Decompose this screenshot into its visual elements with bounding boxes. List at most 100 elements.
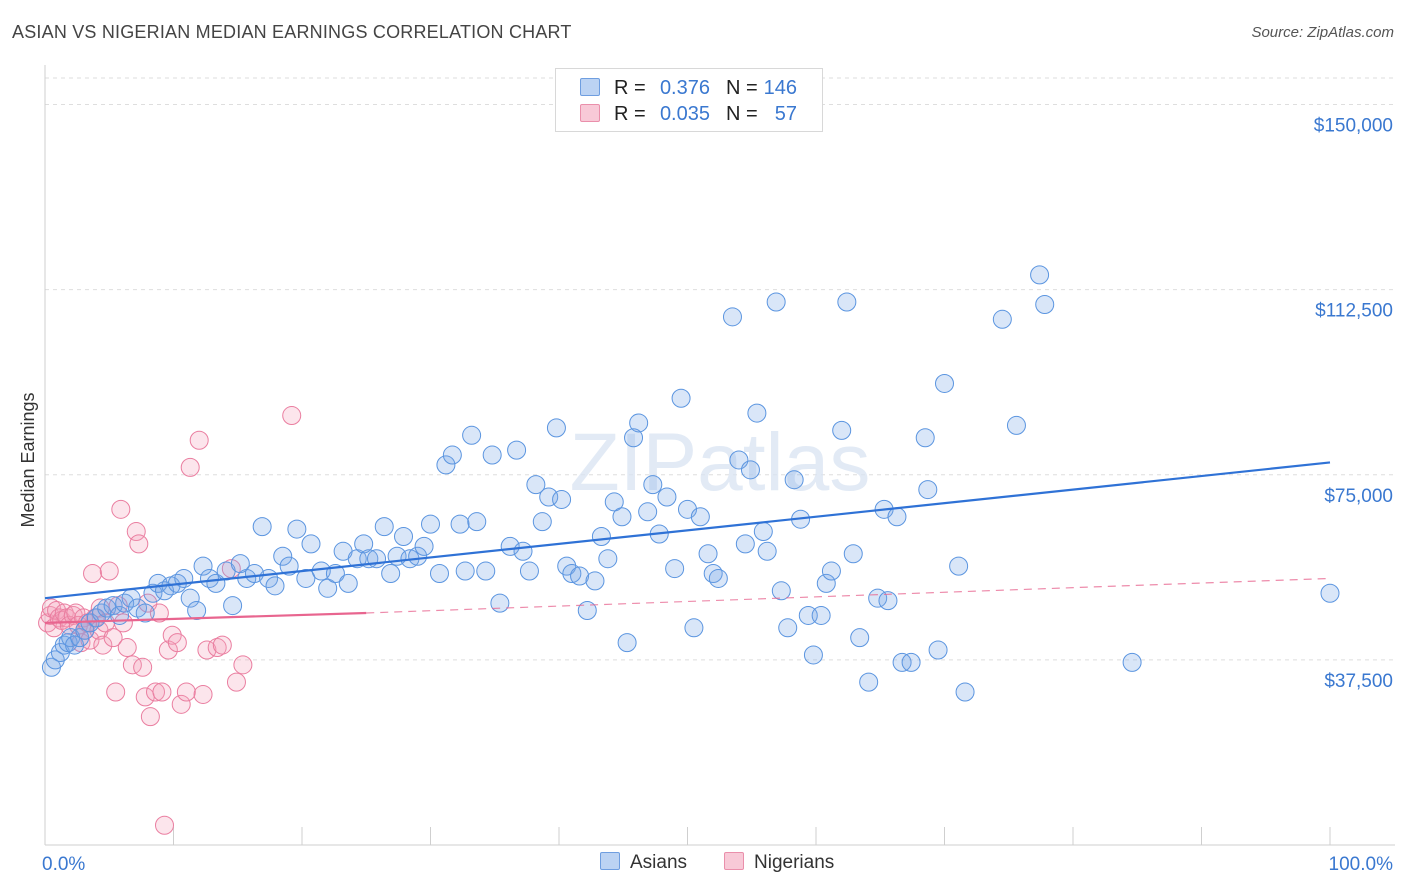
y-tick-labels: $37,500 $75,000 $112,500 $150,000 xyxy=(1314,116,1393,692)
asian-point-53 xyxy=(381,564,401,584)
asian-point-100 xyxy=(698,544,718,564)
asian-point-63 xyxy=(450,514,470,534)
asian-point-124 xyxy=(859,672,879,692)
asian-point-49 xyxy=(354,534,374,554)
nigerian-point-26 xyxy=(106,682,126,702)
nigerian-point-38 xyxy=(146,682,166,702)
legend-row-nigerians: R = 0.035 N = 57 xyxy=(556,101,822,127)
watermark: ZIPatlas xyxy=(570,417,871,508)
asian-point-67 xyxy=(476,561,496,581)
nigerians-r-label: R = xyxy=(614,103,646,125)
asian-point-65 xyxy=(462,425,482,445)
asian-point-31 xyxy=(223,596,243,616)
asian-point-44 xyxy=(318,578,338,598)
nigerian-point-32 xyxy=(126,522,146,542)
asian-point-140 xyxy=(1035,294,1055,314)
asian-point-112 xyxy=(778,618,798,638)
nigerians-n-value: 57 xyxy=(774,103,797,125)
asian-point-62 xyxy=(442,445,462,465)
legend-row-asians: R = 0.376 N = 146 xyxy=(556,75,822,101)
asian-point-68 xyxy=(482,445,502,465)
asian-point-105 xyxy=(735,534,755,554)
asian-point-82 xyxy=(577,601,597,621)
asian-point-13 xyxy=(103,596,123,616)
asians-n-value: 146 xyxy=(763,77,797,99)
asian-point-111 xyxy=(771,581,791,601)
asian-point-83 xyxy=(585,571,605,591)
asian-point-71 xyxy=(507,440,527,460)
x-tick-labels: 0.0% 100.0% xyxy=(42,854,1393,875)
asian-point-107 xyxy=(747,403,767,423)
nigerian-point-51 xyxy=(207,638,227,658)
chart-title: ASIAN VS NIGERIAN MEDIAN EARNINGS CORREL… xyxy=(12,22,572,42)
bottom-asians-label: Asians xyxy=(630,852,688,873)
asian-point-139 xyxy=(1030,265,1050,285)
asian-point-73 xyxy=(519,561,539,581)
asians-points xyxy=(41,265,1340,702)
asian-point-72 xyxy=(513,541,533,561)
asian-point-66 xyxy=(467,512,487,532)
asian-point-37 xyxy=(265,576,285,596)
nigerian-point-55 xyxy=(233,655,253,675)
asian-point-128 xyxy=(887,507,907,527)
asian-point-19 xyxy=(143,583,163,603)
asian-point-60 xyxy=(429,564,449,584)
nigerian-point-46 xyxy=(176,682,196,702)
asian-point-80 xyxy=(562,564,582,584)
nigerian-point-22 xyxy=(93,635,113,655)
asian-point-133 xyxy=(928,640,948,660)
asian-point-120 xyxy=(832,420,852,440)
asian-point-25 xyxy=(180,588,200,608)
nigerian-point-48 xyxy=(189,430,209,450)
nigerians-swatch xyxy=(580,104,600,122)
y-tick-label-2: $112,500 xyxy=(1315,301,1393,322)
asian-point-118 xyxy=(816,573,836,593)
nigerians-r-value: 0.035 xyxy=(659,103,710,125)
asian-point-94 xyxy=(657,487,677,507)
asian-point-136 xyxy=(949,556,969,576)
asian-point-84 xyxy=(591,526,611,546)
asian-point-61 xyxy=(436,455,456,475)
bottom-legend-asians: Asians xyxy=(600,852,687,874)
asian-point-96 xyxy=(671,388,691,408)
nigerian-point-41 xyxy=(155,815,175,835)
nigerians-n-label: N = xyxy=(726,103,758,125)
correlation-legend: R = 0.376 N = 146 R = 0.035 N = 57 xyxy=(555,68,823,132)
asian-point-38 xyxy=(273,546,293,566)
asian-point-39 xyxy=(279,556,299,576)
asian-point-123 xyxy=(850,628,870,648)
asian-point-119 xyxy=(821,561,841,581)
asians-n-label: N = xyxy=(726,77,758,99)
asian-point-113 xyxy=(784,470,804,490)
asian-point-108 xyxy=(753,522,773,542)
axes xyxy=(44,65,1395,846)
bottom-nigerians-label: Nigerians xyxy=(754,852,835,873)
nigerian-point-40 xyxy=(152,682,172,702)
nigerians-points xyxy=(38,406,302,835)
x-tick-label-0: 0.0% xyxy=(42,854,85,875)
bottom-asians-swatch xyxy=(600,852,620,870)
trend-lines xyxy=(44,461,1331,624)
bottom-legend-nigerians: Nigerians xyxy=(724,852,834,874)
asian-point-87 xyxy=(612,507,632,527)
asian-point-99 xyxy=(690,507,710,527)
asians-swatch xyxy=(580,78,600,96)
asian-point-51 xyxy=(367,549,387,569)
asian-point-15 xyxy=(115,593,135,613)
nigerian-point-39 xyxy=(149,603,169,623)
asians-r-label: R = xyxy=(614,77,646,99)
asian-point-142 xyxy=(1320,583,1340,603)
asian-point-103 xyxy=(722,307,742,327)
asian-trend-line xyxy=(44,461,1331,600)
y-tick-label-3: $150,000 xyxy=(1314,116,1393,137)
asian-point-74 xyxy=(526,475,546,495)
nigerian-point-56 xyxy=(282,406,302,426)
bottom-nigerians-swatch xyxy=(724,852,744,870)
y-axis-label: Median Earnings xyxy=(18,392,38,527)
asian-point-69 xyxy=(490,593,510,613)
asian-point-121 xyxy=(837,292,857,312)
asians-r-value: 0.376 xyxy=(659,77,710,99)
asian-point-95 xyxy=(665,559,685,579)
asian-point-102 xyxy=(708,568,728,588)
asian-point-26 xyxy=(187,601,207,621)
